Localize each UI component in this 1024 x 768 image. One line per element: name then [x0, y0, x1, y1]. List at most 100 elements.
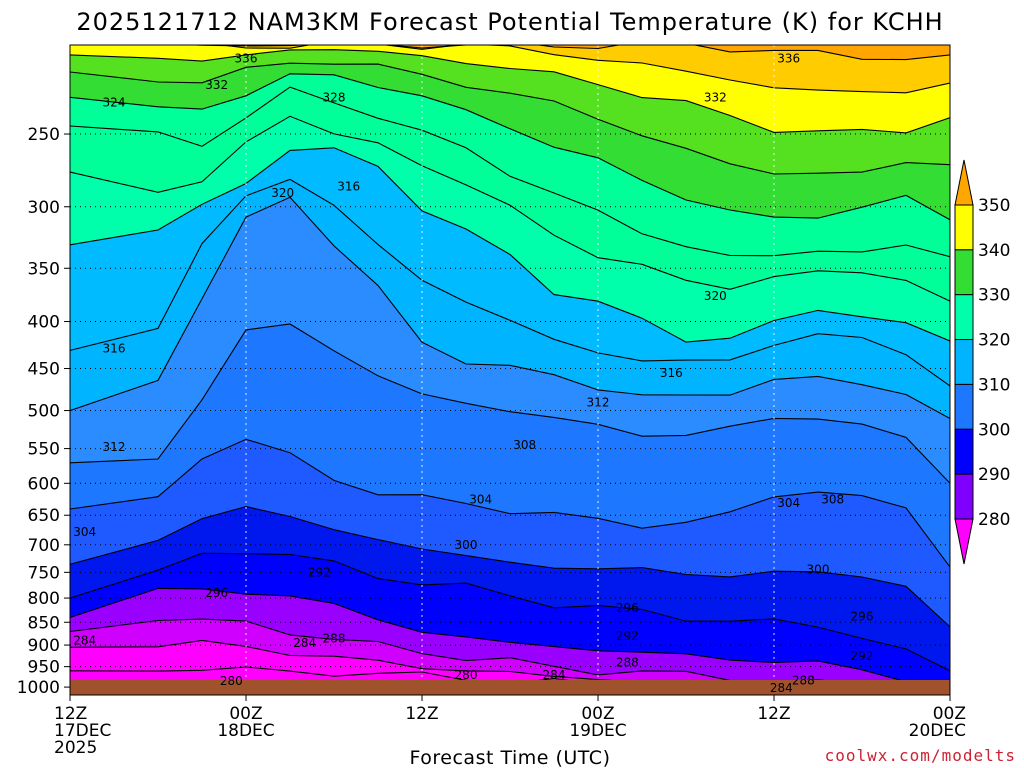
- contour-label: 284: [73, 634, 96, 648]
- isotherm-316: [70, 178, 950, 387]
- contour-label: 284: [770, 681, 793, 695]
- contour-label: 308: [821, 493, 844, 507]
- contour-label: 296: [616, 601, 639, 615]
- credit-text: coolwx.com/modelts: [825, 746, 1016, 765]
- x-tick-label: 17DEC: [54, 721, 111, 741]
- y-tick-label: 850: [28, 613, 60, 633]
- y-tick-label: 600: [28, 474, 60, 494]
- y-tick-label: 300: [28, 198, 60, 218]
- contour-label: 280: [220, 674, 243, 688]
- contour-label: 316: [337, 179, 360, 193]
- colorbar-segment: [954, 473, 974, 520]
- colorbar-label: 330: [978, 286, 1010, 306]
- colorbar-bottom-arrow: [954, 518, 974, 565]
- isotherm-336: [70, 62, 950, 175]
- y-tick-label: 350: [28, 259, 60, 279]
- isotherm-328: [70, 86, 950, 258]
- isotherm-348: [70, 45, 950, 61]
- contour-label: 328: [323, 90, 346, 104]
- filled-contours: [70, 45, 950, 693]
- isotherm-304: [70, 438, 950, 568]
- colorbar: 350 340 330 320 310 300 290 280: [954, 159, 1010, 565]
- contour-label: 296: [205, 586, 228, 600]
- plot-area: 336 332 324 328 336 332 320 316 320 316 316 312 312 3…: [70, 45, 950, 695]
- x-tick-label: 12Z: [405, 704, 438, 724]
- isotherm-300: [70, 506, 950, 628]
- ground-surface: [70, 680, 950, 695]
- y-tick-label: 550: [28, 440, 60, 460]
- x-tick-label: 00Z: [581, 704, 614, 724]
- y-axis-ticks: 250 300 350 400 450 500 550 600 650 700 750 800 850 9…: [17, 125, 70, 698]
- isotherm-324: [70, 115, 950, 302]
- contour-label: 336: [777, 52, 800, 66]
- contour-label: 292: [851, 649, 874, 663]
- contour-labels: 336 332 324 328 336 332 320 316 320 316 316 312 312 3…: [73, 52, 874, 695]
- contour-label: 284: [293, 636, 316, 650]
- colorbar-segment: [954, 383, 974, 430]
- colorbar-segment: [954, 249, 974, 296]
- contour-label: 292: [308, 565, 331, 579]
- y-tick-label: 800: [28, 589, 60, 609]
- x-tick-label: 00Z: [229, 704, 262, 724]
- isotherm-344: [70, 45, 950, 94]
- y-tick-label: 950: [28, 658, 60, 678]
- contour-label: 316: [660, 366, 683, 380]
- y-tick-label: 1000: [17, 678, 60, 698]
- contour-label: 288: [792, 673, 815, 687]
- contour-label: 288: [616, 655, 639, 669]
- isotherm-296: [70, 552, 950, 672]
- contour-label: 312: [103, 440, 126, 454]
- contour-label: 316: [103, 342, 126, 356]
- x-tick-label: 20DEC: [909, 721, 966, 741]
- x-tick-label: 18DEC: [217, 721, 274, 741]
- colorbar-segment: [954, 339, 974, 385]
- x-tick-label: 2025: [54, 738, 97, 758]
- y-tick-label: 750: [28, 563, 60, 583]
- contour-label: 336: [235, 52, 258, 66]
- contour-label: 280: [455, 668, 478, 682]
- contour-label: 288: [323, 631, 346, 645]
- colorbar-label: 310: [978, 375, 1010, 395]
- contour-label: 300: [807, 563, 830, 577]
- contour-label: 332: [205, 78, 228, 92]
- colorbar-label: 340: [978, 241, 1010, 261]
- isotherm-332: [70, 73, 950, 221]
- contour-label: 284: [543, 668, 566, 682]
- plot-frame: [69, 44, 951, 696]
- fill-band-348: [70, 45, 950, 60]
- isotherm-320: [70, 147, 950, 343]
- colorbar-label: 300: [978, 420, 1010, 440]
- isotherm-312: [70, 196, 950, 419]
- y-tick-label: 400: [28, 313, 60, 333]
- colorbar-label: 350: [978, 196, 1010, 216]
- y-tick-label: 450: [28, 360, 60, 380]
- x-tick-label: 12Z: [757, 704, 790, 724]
- chart-title: 2025121712 NAM3KM Forecast Potential Tem…: [76, 8, 943, 36]
- contour-label: 308: [513, 438, 536, 452]
- colorbar-label: 320: [978, 331, 1010, 351]
- colorbar-segment: [954, 294, 974, 341]
- colorbar-segment: [954, 428, 974, 475]
- contour-label: 304: [777, 496, 800, 510]
- contour-label: 296: [851, 610, 874, 624]
- contour-label: 304: [469, 493, 492, 507]
- contour-label: 292: [616, 629, 639, 643]
- x-tick-label: 19DEC: [569, 721, 626, 741]
- x-tick-label: 00Z: [933, 704, 966, 724]
- colorbar-label: 290: [978, 465, 1010, 485]
- y-tick-label: 650: [28, 506, 60, 526]
- isotherm-292: [70, 587, 950, 684]
- x-axis-label: Forecast Time (UTC): [410, 747, 611, 768]
- contour-label: 320: [704, 289, 727, 303]
- colorbar-segment: [954, 204, 974, 251]
- isotherm-308: [70, 323, 950, 484]
- contour-lines: [70, 45, 950, 693]
- contour-label: 332: [704, 90, 727, 104]
- y-tick-label: 700: [28, 536, 60, 556]
- y-tick-label: 500: [28, 402, 60, 422]
- x-tick-label: 12Z: [54, 704, 87, 724]
- contour-label: 324: [103, 95, 126, 109]
- colorbar-label: 280: [978, 510, 1010, 530]
